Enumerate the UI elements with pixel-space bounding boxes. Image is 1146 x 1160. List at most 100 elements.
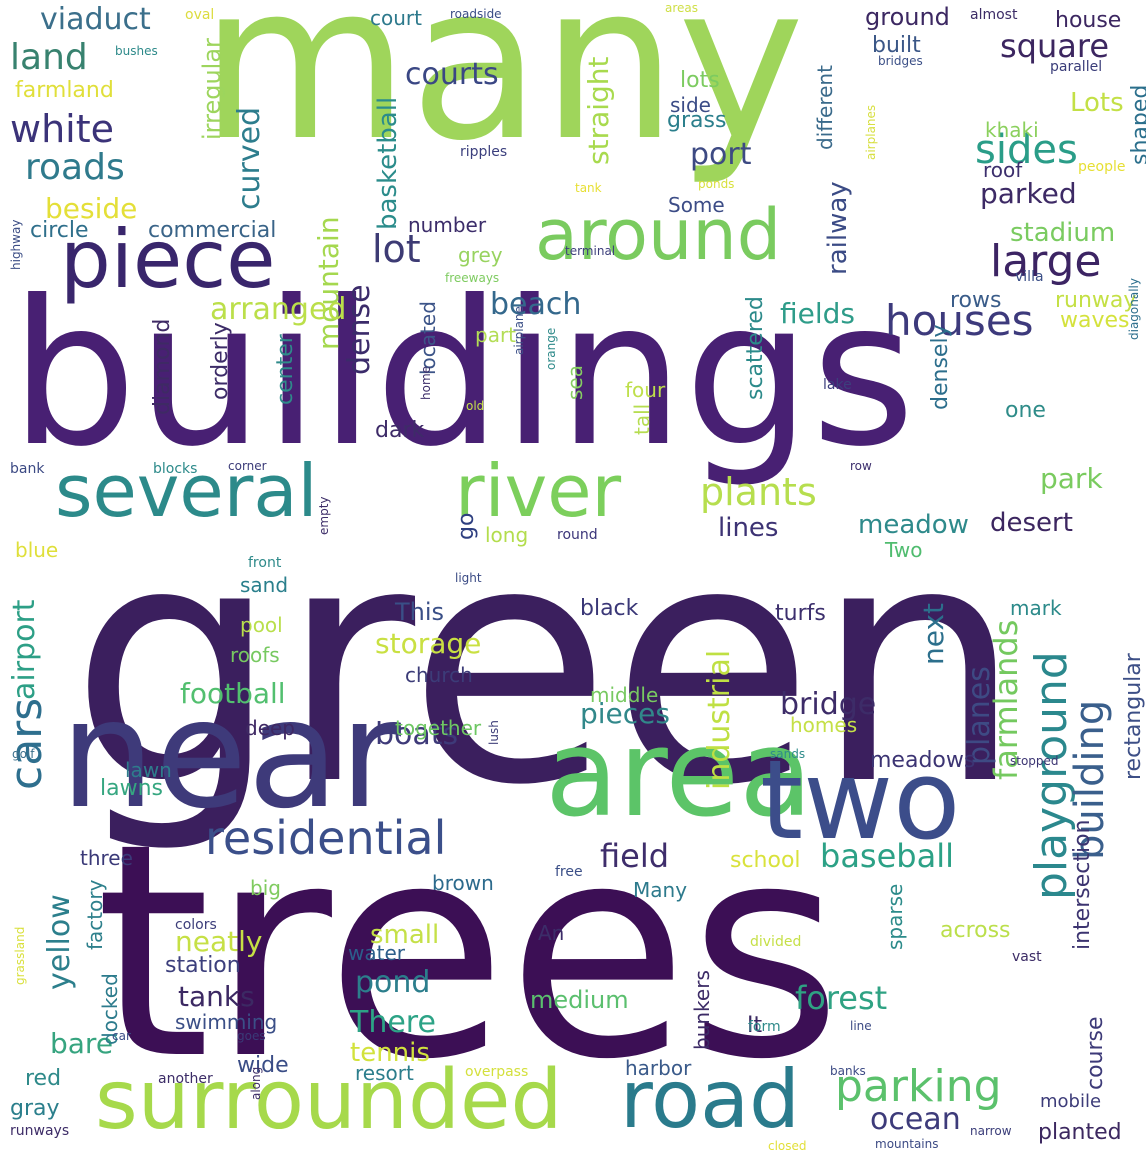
word-swimming: swimming [175,1010,278,1034]
word-courts: courts [405,57,499,92]
word-empty: empty [317,496,331,536]
word-orange: orange [544,327,558,370]
word-curved: curved [232,106,267,210]
word-tall: tall [630,403,654,435]
word-terminal: terminal [565,244,616,258]
word-number: number [408,213,487,237]
word-two: two [760,736,961,864]
word-field: field [600,837,670,875]
word-roadside: roadside [450,7,502,21]
word-there: There [350,1005,436,1040]
word-orderly: orderly [208,322,233,400]
word-gray: gray [10,1096,60,1121]
word-football: football [180,677,286,710]
word-small: small [370,920,440,950]
word-big: big [250,876,281,900]
word-viaduct: viaduct [40,2,151,37]
word-blue: blue [15,538,59,562]
word-center: center [273,334,298,405]
word-roads: roads [25,147,125,188]
word-storage: storage [375,627,482,660]
word-sides: sides [975,127,1078,173]
word-large: large [990,236,1102,287]
word-road: road [620,1053,800,1146]
word-old: old [466,399,485,413]
word-oval: oval [185,7,215,23]
word-homes: homes [790,713,858,737]
word-row: row [850,459,872,473]
word-part: part [475,323,517,347]
word-buildings: buildings [10,258,916,491]
word-plants: plants [700,470,817,514]
word-red: red [25,1066,62,1091]
word-airport: airport [7,599,42,700]
word-goes: goes [237,1029,266,1043]
word-almost: almost [970,7,1018,23]
word-together: together [395,716,482,740]
word-meadow: meadow [858,510,969,540]
word-park: park [1040,462,1103,495]
word-arranged: arranged [210,292,347,327]
word-sand: sand [240,573,289,597]
word-black: black [580,596,639,621]
word-water: water [348,941,405,965]
word-grassland: grassland [13,926,27,985]
word-bushes: bushes [115,44,158,58]
word-around: around [535,194,782,276]
word-desert: desert [990,508,1073,538]
word-golf: golf [12,747,35,761]
word-lawns: lawns [100,776,163,801]
word-tank: tank [575,181,602,195]
word-overpass: overpass [465,1064,529,1080]
word-sparse: sparse [883,883,907,950]
word-turfs: turfs [775,601,826,626]
word-ponds: ponds [698,177,735,191]
word-roofs: roofs [230,643,280,667]
word-shaped: shaped [1128,84,1146,165]
word-industrial: industrial [702,649,737,790]
word-across: across [940,918,1011,943]
word-one: one [1005,398,1046,423]
word-lake: lake [823,377,852,393]
word-waves: waves [1060,308,1130,333]
word-square: square [1000,27,1110,65]
word-runways: runways [10,1123,70,1139]
word-airplanes: airplanes [864,104,878,160]
word-line: line [850,1019,872,1033]
word-pool: pool [240,613,283,637]
word-bridges: bridges [878,54,923,68]
word-khaki: khaki [985,118,1039,142]
word-area: area [545,705,813,844]
word-ripples: ripples [460,144,508,160]
word-side: side [670,93,711,117]
word-church: church [405,663,473,687]
word-pond: pond [355,965,431,1000]
word-wide: wide [237,1053,289,1078]
word-areas: areas [665,1,699,15]
word-bunkers: bunkers [690,970,714,1050]
word-middle: middle [590,683,659,707]
word-bare: bare [50,1027,114,1060]
word-another: another [158,1071,213,1087]
word-built: built [872,33,921,58]
word-vast: vast [1012,949,1042,965]
word-house: house [1055,8,1122,33]
word-deep: deep [245,716,295,740]
word-harbor: harbor [625,1056,692,1080]
word-white: white [10,107,114,151]
word-many: many [200,0,805,188]
word-lawn: lawn [125,758,172,782]
word-beach: beach [490,287,582,322]
word-mountain: mountain [312,216,345,350]
word-irregular: irregular [198,38,226,140]
word-round: round [557,527,598,543]
word-colors: colors [175,917,217,933]
word-basketball: basketball [373,96,403,230]
word-surrounded: surrounded [95,1053,563,1148]
word-parking: parking [835,1061,1002,1112]
word-some: Some [668,193,725,217]
word-stadium: stadium [1010,218,1116,248]
word-near: near [60,668,401,842]
word-light: light [455,571,482,585]
word-rows: rows [950,288,1002,313]
